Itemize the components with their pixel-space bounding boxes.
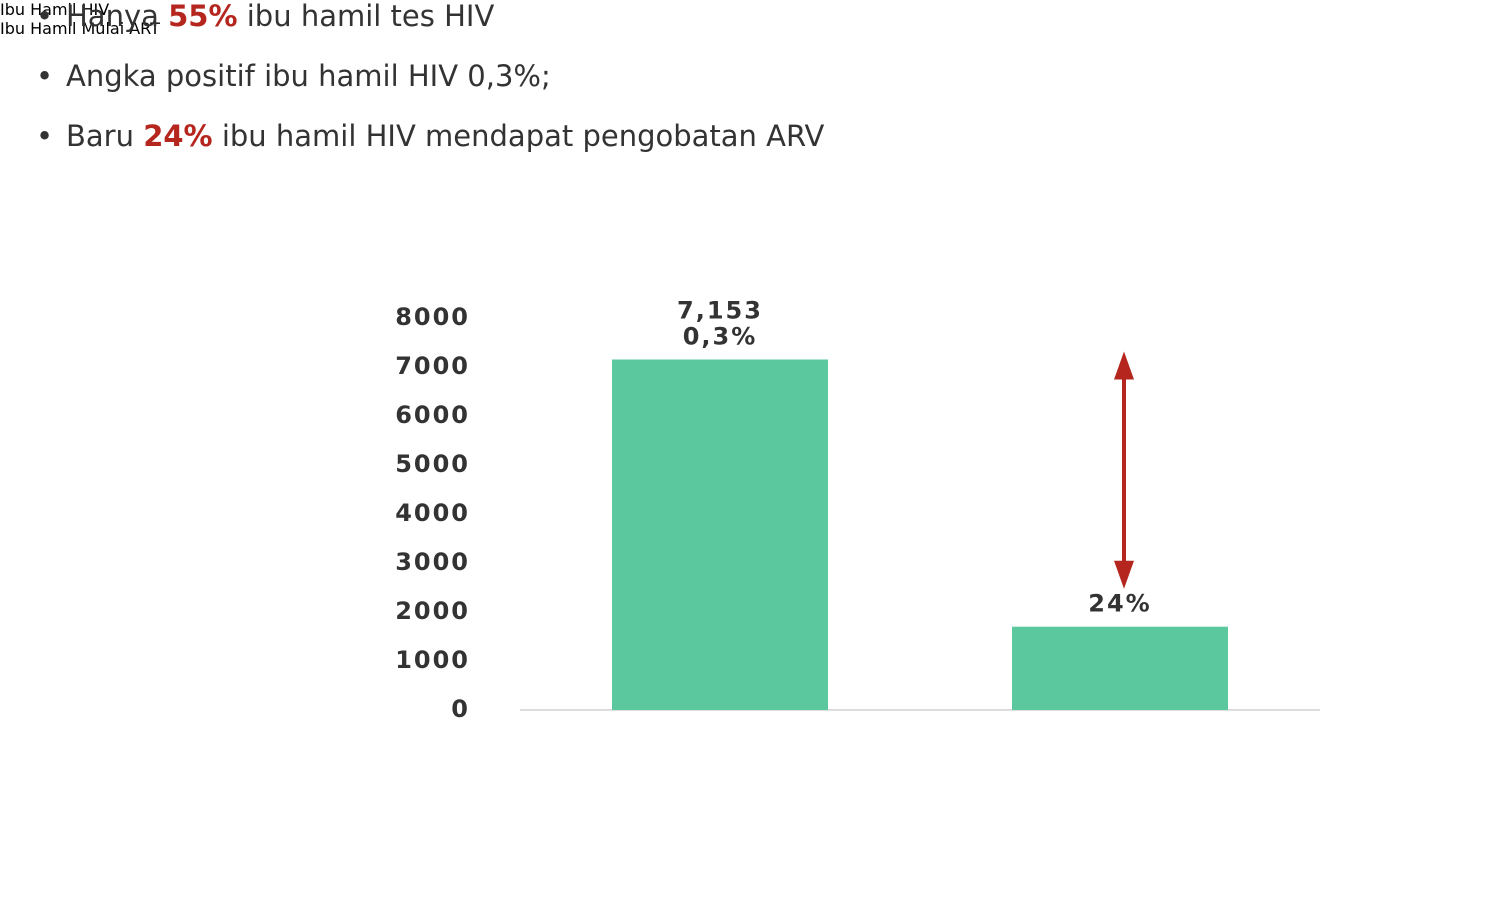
y-tick-label: 0: [451, 695, 470, 723]
bullet-item: Hanya 55% ibu hamil tes HIV: [36, 0, 824, 54]
emphasis-text: 55%: [168, 0, 238, 33]
y-tick-label: 8000: [395, 303, 470, 331]
bullet-item: Angka positif ibu hamil HIV 0,3%;: [36, 54, 824, 114]
arrow-head: [1114, 560, 1134, 589]
bar-note: 24%: [1088, 590, 1151, 618]
bullet-text: ibu hamil HIV mendapat pengobatan ARV: [212, 119, 825, 153]
y-tick-label: 2000: [395, 597, 470, 625]
bullet-item: Baru 24% ibu hamil HIV mendapat pengobat…: [36, 114, 824, 174]
emphasis-text: 24%: [143, 119, 213, 153]
y-tick-label: 5000: [395, 450, 470, 478]
bullet-text: ibu hamil tes HIV: [237, 0, 495, 33]
bullet-text: Angka positif ibu hamil HIV 0,3%;: [66, 59, 551, 93]
bullet-text: Baru: [66, 119, 144, 153]
bar-note: 0,3%: [683, 323, 758, 351]
bar: [1012, 626, 1228, 710]
value-label: 7,153: [677, 297, 763, 325]
y-tick-label: 6000: [395, 401, 470, 429]
bar: [612, 359, 828, 710]
arrow-head: [1114, 351, 1134, 380]
y-tick-label: 3000: [395, 548, 470, 576]
y-tick-label: 7000: [395, 352, 470, 380]
y-tick-label: 4000: [395, 499, 470, 527]
bullet-text: Hanya: [66, 0, 169, 33]
y-tick-label: 1000: [395, 646, 470, 674]
bullet-list: Hanya 55% ibu hamil tes HIV Angka positif…: [36, 0, 824, 174]
